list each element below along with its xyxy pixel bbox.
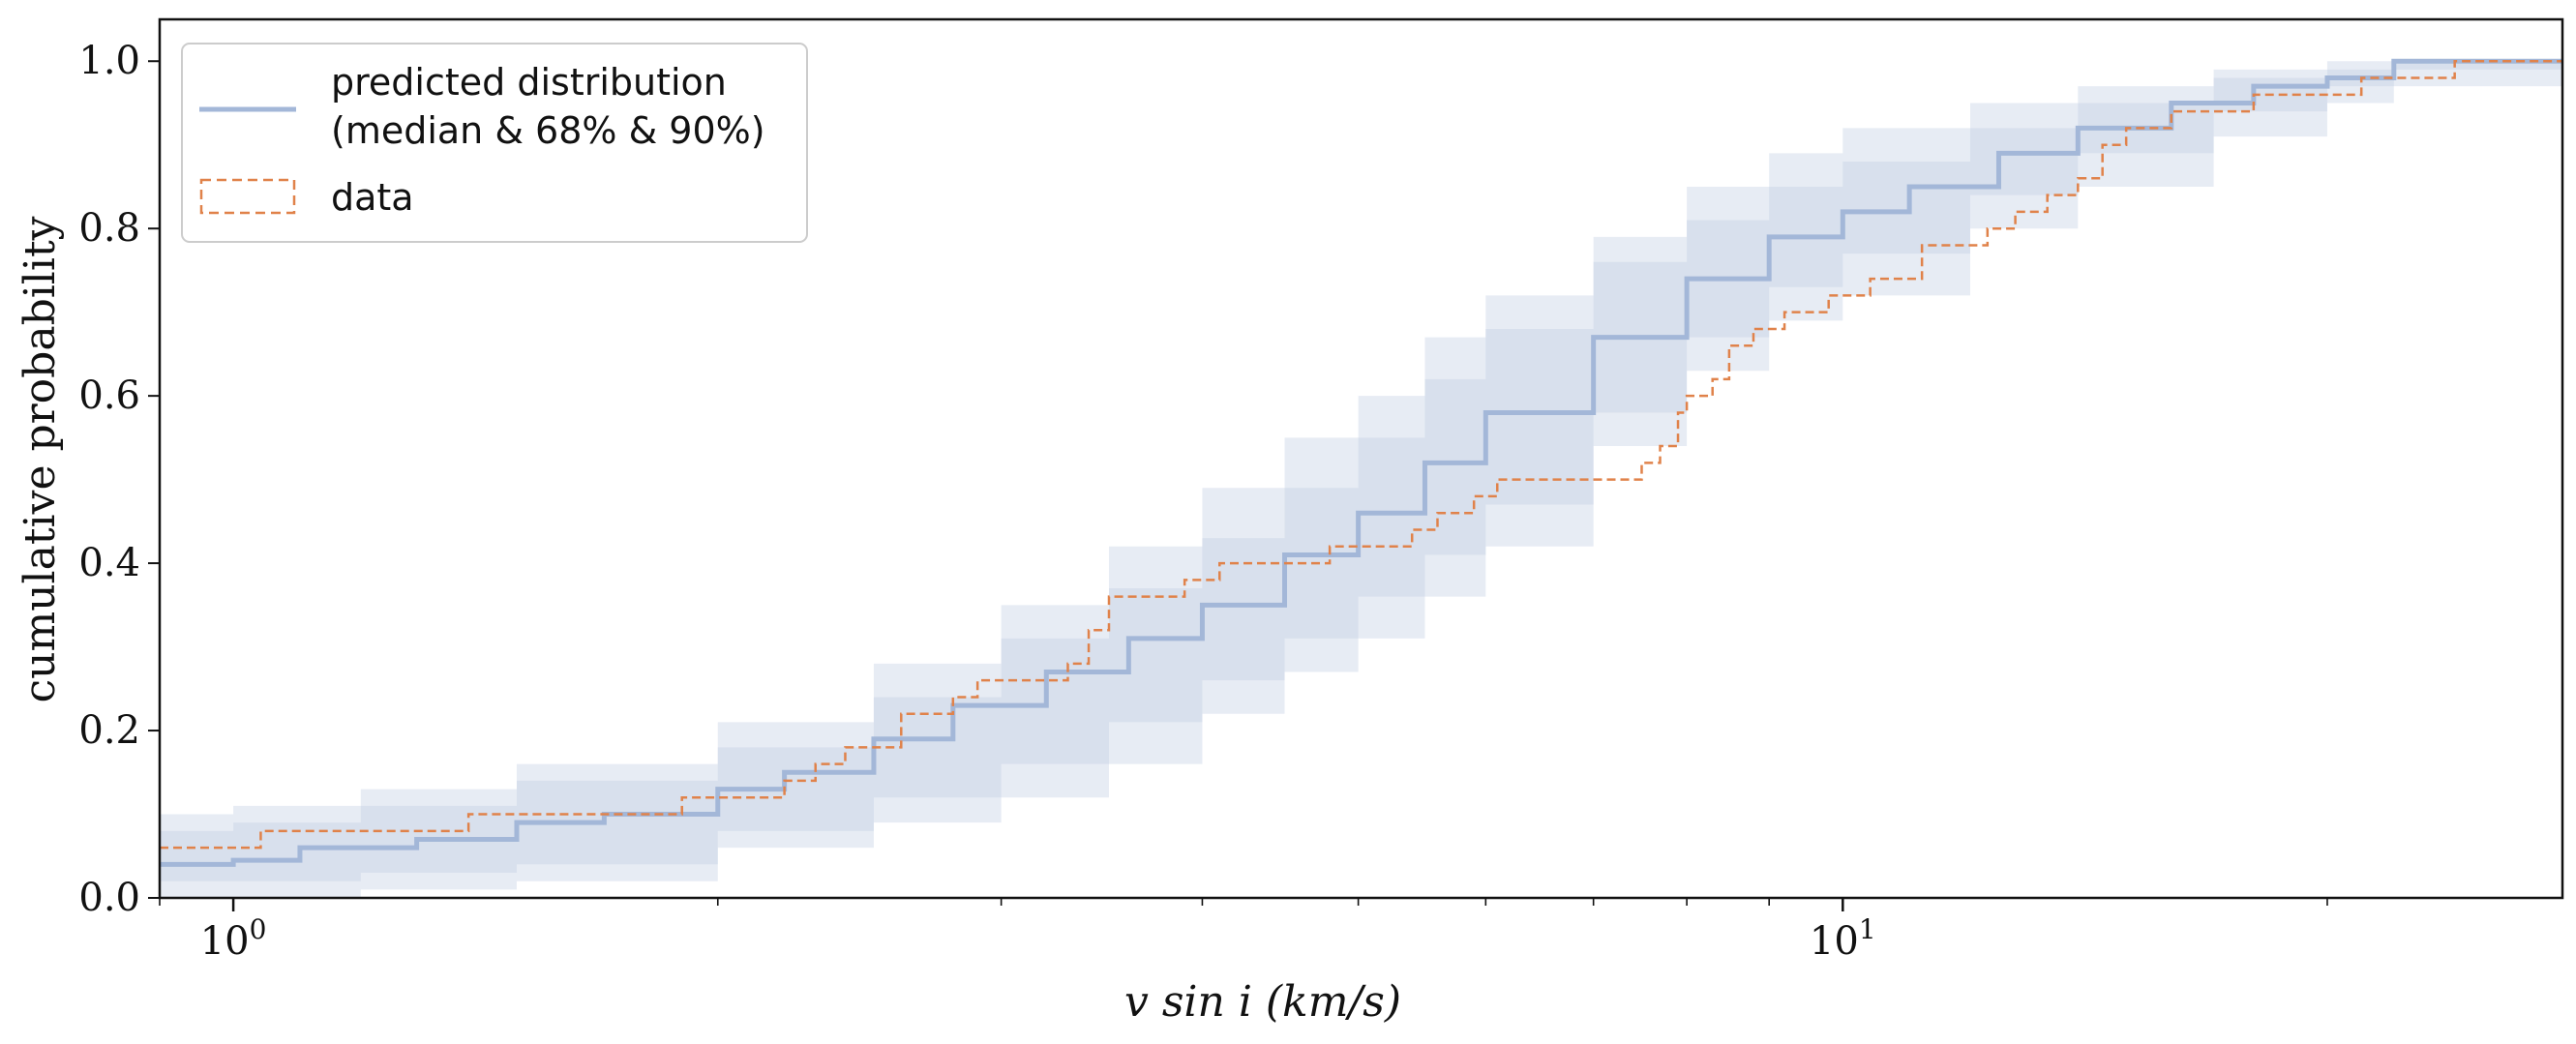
y-tick-label: 0.0 [78,876,140,920]
plot-frame [158,17,2564,900]
y-tick-label: 0.8 [78,206,140,251]
legend-predicted-label-line1: predicted distribution [331,61,727,104]
legend-data-swatch [199,178,296,215]
y-tick-label: 0.6 [78,373,140,418]
axes: 0.0 0.2 0.4 0.6 0.8 1.0 100 101 [78,17,2564,964]
y-tick-label: 1.0 [78,39,140,83]
y-tick-label: 0.2 [78,708,140,753]
y-axis-label: cumulative probability [15,216,65,702]
band-68-percent [160,61,2562,881]
y-tick-label: 0.4 [78,541,140,585]
legend-data-label: data [331,176,414,219]
plot-area [160,58,2562,898]
legend: predicted distribution (median & 68% & 9… [181,43,808,243]
x-axis-label: v sin i (km/s) [1124,977,1401,1027]
data-step-line [160,59,2562,850]
median-line [160,58,2562,867]
legend-predicted-label-line2: (median & 68% & 90%) [331,109,765,152]
legend-box [181,43,808,243]
x-tick-label: 100 [200,913,267,964]
x-tick-label: 101 [1810,913,1876,964]
